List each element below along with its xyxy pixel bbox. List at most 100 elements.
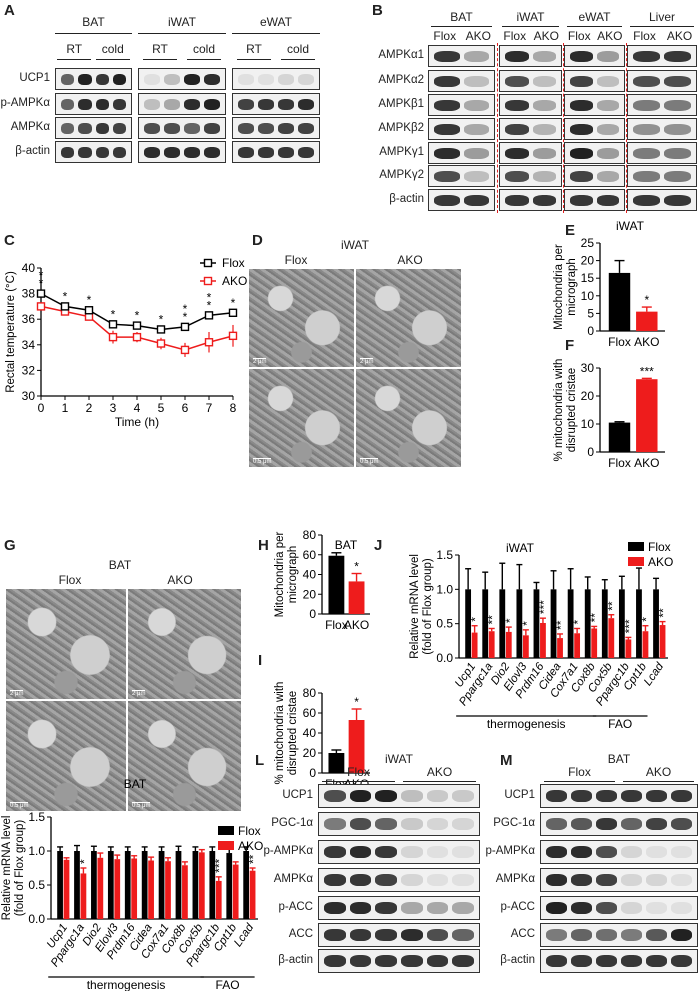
blot-row-label: p-AMPKα [263,845,313,857]
chart-c-point-flox [108,320,118,329]
blot-row-label: PGC-1α [271,817,313,829]
chart-j-bar-flox [567,589,574,658]
chart-j-bar-flox [636,589,642,658]
panel-label-i: I [258,652,263,669]
chart-c-significance: * [87,293,92,307]
chart-e-x-tick-label: AKO [634,335,659,349]
chart-j-significance: * [639,617,653,622]
chart-j-y-tick-label: 0.5 [436,617,453,631]
blot-band [349,954,372,968]
blot-condition-label: cold [192,42,216,56]
blot-band [95,122,109,134]
blot-band [633,147,660,159]
condition-underline [95,59,130,60]
chart-k-bar-flox [74,851,80,919]
chart-f-y-tick-label: 10 [581,417,595,431]
blot-band [61,73,75,85]
scale-bar: 0.5 μm [360,458,379,465]
group-underline [138,33,226,34]
blot-band [671,789,692,803]
blot-row-label: p-ACC [500,901,535,913]
chart-k-significance: *** [213,859,227,873]
blot-band [671,845,692,859]
blot-row-label: β-actin [15,145,50,157]
blot-band [426,954,449,968]
chart-f-y-tick-label: 20 [581,389,595,403]
chart-k-bar-flox [141,851,148,919]
blot-strip [318,812,480,836]
blot-band [571,873,592,887]
legend-swatch [628,557,644,566]
blot-band [505,194,529,206]
blot-condition-label: cold [286,42,310,56]
blot-band [452,901,475,915]
chart-c-x-tick-label: 3 [110,401,117,415]
chart-c-y-tick-label: 36 [22,312,36,326]
chart-h-x-tick-label: Flox [325,618,348,632]
blot-strip [138,141,226,163]
chart-c-significance: * [135,309,140,323]
chart-c-x-label: Time (h) [115,415,159,429]
blot-band [164,122,180,134]
blot-strip [540,896,698,920]
chart-j-significance: * [571,619,585,624]
chart-j-y-tick-label: 1.0 [436,582,453,596]
blot-band [204,122,220,134]
blot-band [532,75,556,87]
chart-h-y-tick-label: 20 [303,587,317,601]
chart-k-bar-ako [80,873,87,919]
blot-band [596,817,617,831]
blot-band [164,73,180,85]
blot-band [463,99,489,111]
chart-k-bar-ako [148,860,154,919]
chart-f-y-label: % mitochondria with [553,359,565,462]
blot-band [463,147,489,159]
blot-band [633,194,660,206]
blot-band [546,789,567,803]
micrograph-image: 2 μm [248,268,355,368]
blot-band [532,147,556,159]
chart-j-bar-ako [557,638,563,658]
blot-row-label: AMPKγ2 [379,169,424,181]
blot-band [401,954,423,968]
blot-genotype-label: AKO [645,765,672,779]
panel-label-f: F [565,337,575,354]
chart-i-significance: * [354,695,359,709]
chart-h-y-label: micrograph [287,546,299,604]
chart-j-group-label: thermogenesis [487,717,566,731]
blot-row-label: AMPKα [495,873,535,885]
chart-k-group-label: FAO [216,978,240,991]
chart-j-x-tick-label: Lcad [642,660,666,688]
blot-band [596,50,619,62]
blot-band [633,99,660,111]
blot-band [505,50,529,62]
chart-j-bar-flox [533,589,540,658]
blot-strip [540,949,698,973]
chart-k-bar-ako [131,858,138,919]
chart-i-bar-flox [328,753,345,773]
blot-row-label: β-actin [389,193,424,205]
blot-band [671,901,692,915]
blot-band [426,789,449,803]
blot-row-label: p-AMPKα [485,845,535,857]
blot-band [571,845,592,859]
chart-j-significance: *** [622,619,636,633]
blot-band [570,123,593,135]
blot-band [546,928,567,942]
chart-j-significance: ** [588,613,602,623]
chart-k-bar-flox [124,851,131,919]
group-underline [403,781,476,782]
blot-band [596,928,617,942]
blot-band [452,817,475,831]
blot-band [571,928,592,942]
blot-group-label: Liver [648,10,676,24]
chart-j-bar-flox [653,589,659,658]
chart-c-point-flox [36,289,46,298]
chart-j-bar-flox [465,589,472,658]
blot-band [204,98,220,110]
chart-c-significance: * [183,310,188,324]
blot-band [646,845,667,859]
blot-band [452,954,475,968]
chart-k-significance: * [77,859,91,864]
blot-row-label: AMPKβ1 [378,98,424,110]
